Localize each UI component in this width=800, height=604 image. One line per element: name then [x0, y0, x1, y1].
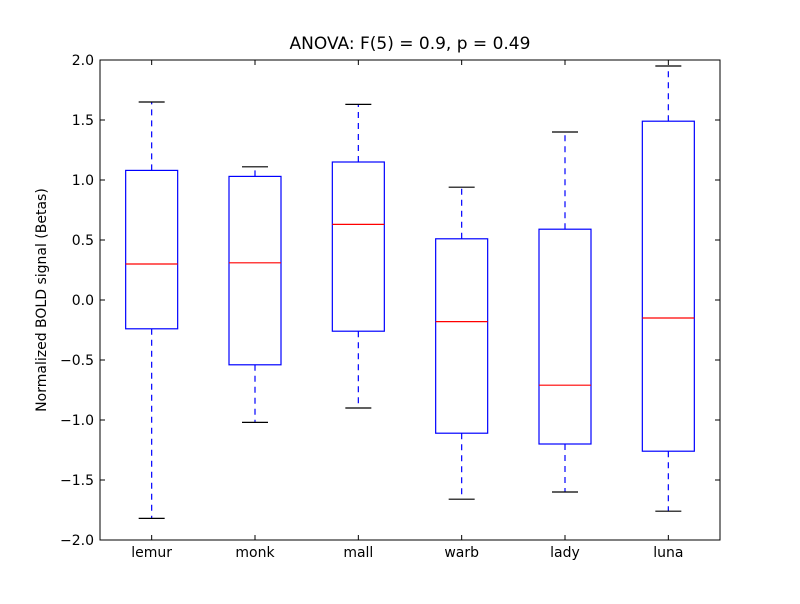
- box-group-warb: [435, 186, 489, 500]
- x-tick-label-mall: mall: [343, 545, 373, 561]
- box-group-lady: [538, 131, 592, 493]
- y-tick-label: −1.5: [60, 473, 94, 489]
- y-tick-label: −0.5: [60, 353, 94, 369]
- x-tick-label-monk: monk: [235, 545, 275, 561]
- iqr-box: [125, 169, 179, 330]
- y-tick-label: −2.0: [60, 533, 94, 549]
- iqr-box: [641, 120, 695, 452]
- y-tick-label: 0.0: [72, 293, 94, 309]
- y-tick-label: 0.5: [72, 233, 94, 249]
- iqr-box: [331, 161, 385, 332]
- iqr-box: [538, 228, 592, 445]
- iqr-box: [228, 175, 282, 366]
- x-tick-label-luna: luna: [653, 545, 683, 561]
- x-tick-label-warb: warb: [444, 545, 479, 561]
- y-tick-label: 2.0: [72, 53, 94, 69]
- box-group-monk: [228, 166, 282, 423]
- x-tick-label-lemur: lemur: [131, 545, 172, 561]
- x-tick-label-lady: lady: [550, 545, 580, 561]
- y-tick-label: −1.0: [60, 413, 94, 429]
- chart-title: ANOVA: F(5) = 0.9, p = 0.49: [290, 34, 531, 54]
- box-group-mall: [331, 103, 385, 409]
- box-group-luna: [641, 65, 695, 512]
- iqr-box: [435, 238, 489, 434]
- axes-frame: [99, 59, 721, 541]
- box-group-lemur: [125, 101, 179, 520]
- y-tick-label: 1.0: [72, 173, 94, 189]
- y-tick-label: 1.5: [72, 113, 94, 129]
- plot-area: −2.0 −1.5 −1.0 −0.5 0.0 0.5 1.0 1.5 2.0 lemur monk…: [60, 53, 721, 561]
- y-axis-label: Normalized BOLD signal (Betas): [34, 188, 50, 412]
